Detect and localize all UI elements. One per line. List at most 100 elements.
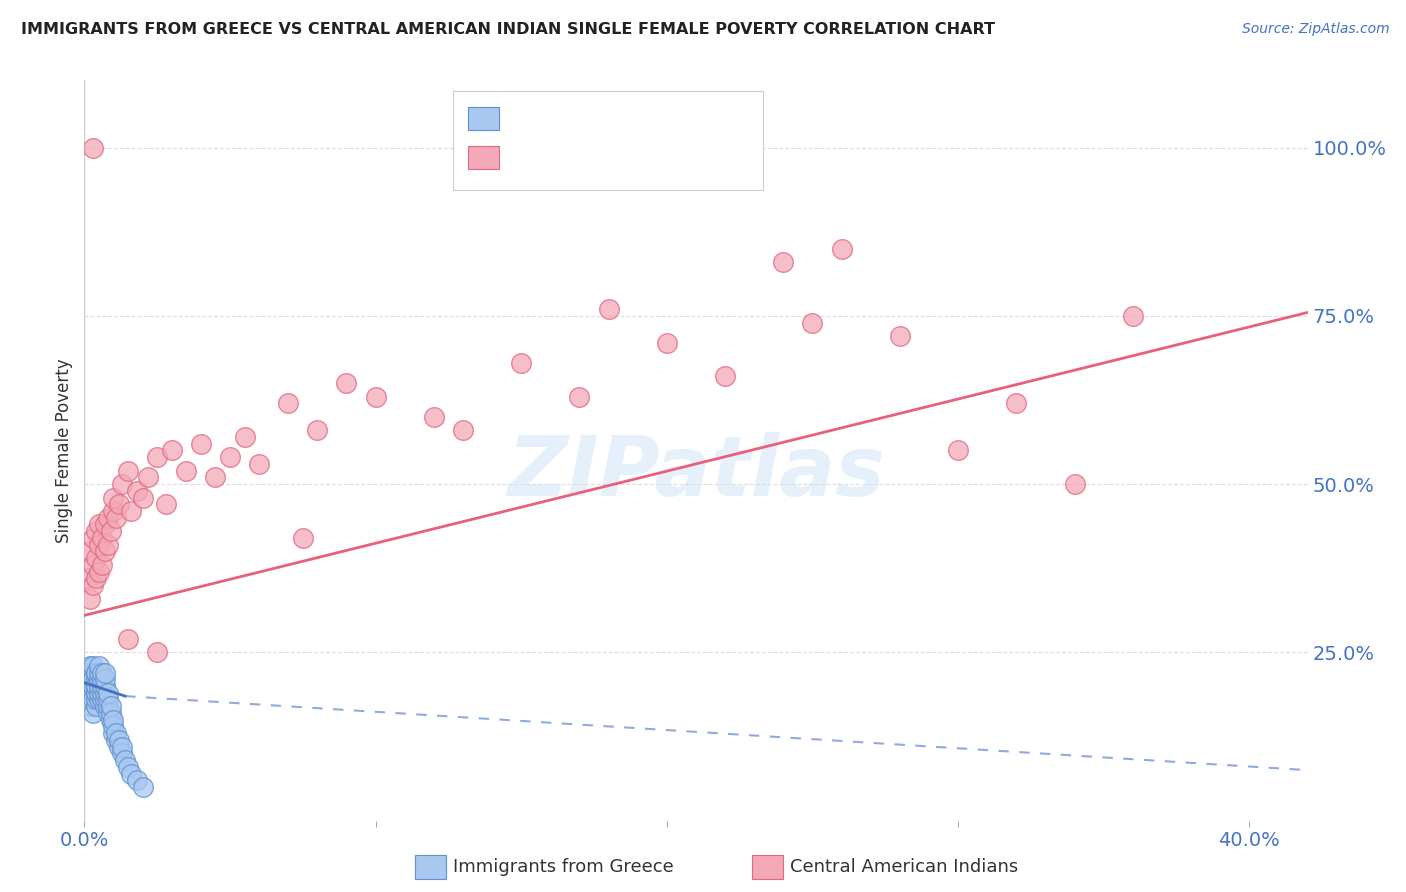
Point	[120, 504, 142, 518]
Point	[103, 719, 125, 733]
Point	[1122, 309, 1144, 323]
Point	[97, 538, 120, 552]
Point	[831, 242, 853, 256]
Point	[87, 692, 110, 706]
Point	[103, 504, 125, 518]
Point	[97, 510, 120, 524]
Point	[90, 686, 112, 700]
Point	[111, 739, 134, 754]
Point	[117, 632, 139, 646]
Point	[84, 665, 107, 680]
Point	[93, 673, 115, 687]
Point	[714, 369, 737, 384]
Text: ZIPatlas: ZIPatlas	[508, 432, 884, 513]
Point	[131, 491, 153, 505]
Point	[100, 699, 122, 714]
Point	[79, 699, 101, 714]
Point	[103, 726, 125, 740]
Point	[84, 692, 107, 706]
Point	[1005, 396, 1028, 410]
Point	[247, 457, 270, 471]
Point	[82, 665, 104, 680]
Point	[84, 679, 107, 693]
Point	[87, 665, 110, 680]
Point	[82, 706, 104, 720]
Point	[105, 726, 128, 740]
Point	[79, 692, 101, 706]
Point	[76, 571, 98, 585]
Point	[93, 699, 115, 714]
Text: -0.145: -0.145	[547, 110, 612, 128]
Point	[82, 558, 104, 572]
Point	[82, 673, 104, 687]
Point	[204, 470, 226, 484]
Point	[76, 679, 98, 693]
Point	[103, 713, 125, 727]
Y-axis label: Single Female Poverty: Single Female Poverty	[55, 359, 73, 542]
Point	[772, 255, 794, 269]
Point	[233, 430, 256, 444]
Point	[423, 409, 446, 424]
Point	[364, 390, 387, 404]
Text: R =: R =	[508, 110, 547, 128]
Point	[79, 591, 101, 606]
Point	[451, 423, 474, 437]
Point	[146, 645, 169, 659]
Point	[93, 517, 115, 532]
Point	[889, 329, 911, 343]
Point	[655, 335, 678, 350]
Point	[114, 753, 136, 767]
Point	[84, 524, 107, 539]
Point	[79, 673, 101, 687]
Point	[76, 665, 98, 680]
Text: 0.623: 0.623	[547, 149, 603, 167]
Text: 61: 61	[679, 149, 704, 167]
Point	[108, 739, 131, 754]
Point	[84, 679, 107, 693]
Point	[90, 558, 112, 572]
Point	[93, 679, 115, 693]
Point	[82, 692, 104, 706]
Point	[568, 390, 591, 404]
Point	[117, 760, 139, 774]
Point	[97, 706, 120, 720]
Point	[190, 436, 212, 450]
Point	[97, 692, 120, 706]
Point	[108, 497, 131, 511]
Text: N =: N =	[616, 110, 668, 128]
Point	[82, 679, 104, 693]
Text: Immigrants from Greece: Immigrants from Greece	[453, 858, 673, 876]
Point	[160, 443, 183, 458]
Point	[307, 423, 329, 437]
Point	[90, 692, 112, 706]
Point	[598, 302, 620, 317]
Point	[117, 464, 139, 478]
Text: IMMIGRANTS FROM GREECE VS CENTRAL AMERICAN INDIAN SINGLE FEMALE POVERTY CORRELAT: IMMIGRANTS FROM GREECE VS CENTRAL AMERIC…	[21, 22, 995, 37]
Point	[335, 376, 357, 391]
Point	[125, 483, 148, 498]
Point	[946, 443, 969, 458]
Point	[801, 316, 824, 330]
Point	[87, 538, 110, 552]
Point	[93, 686, 115, 700]
Point	[125, 773, 148, 788]
Point	[111, 747, 134, 761]
Point	[79, 658, 101, 673]
Point	[120, 766, 142, 780]
Point	[93, 665, 115, 680]
Point	[82, 658, 104, 673]
Point	[219, 450, 242, 465]
Point	[93, 544, 115, 558]
Text: 60: 60	[679, 110, 704, 128]
Point	[84, 665, 107, 680]
Point	[100, 706, 122, 720]
Point	[291, 531, 314, 545]
Point	[84, 571, 107, 585]
Point	[90, 665, 112, 680]
Point	[79, 544, 101, 558]
Point	[87, 517, 110, 532]
Point	[100, 713, 122, 727]
Point	[155, 497, 177, 511]
Point	[82, 531, 104, 545]
Text: N =: N =	[616, 149, 668, 167]
